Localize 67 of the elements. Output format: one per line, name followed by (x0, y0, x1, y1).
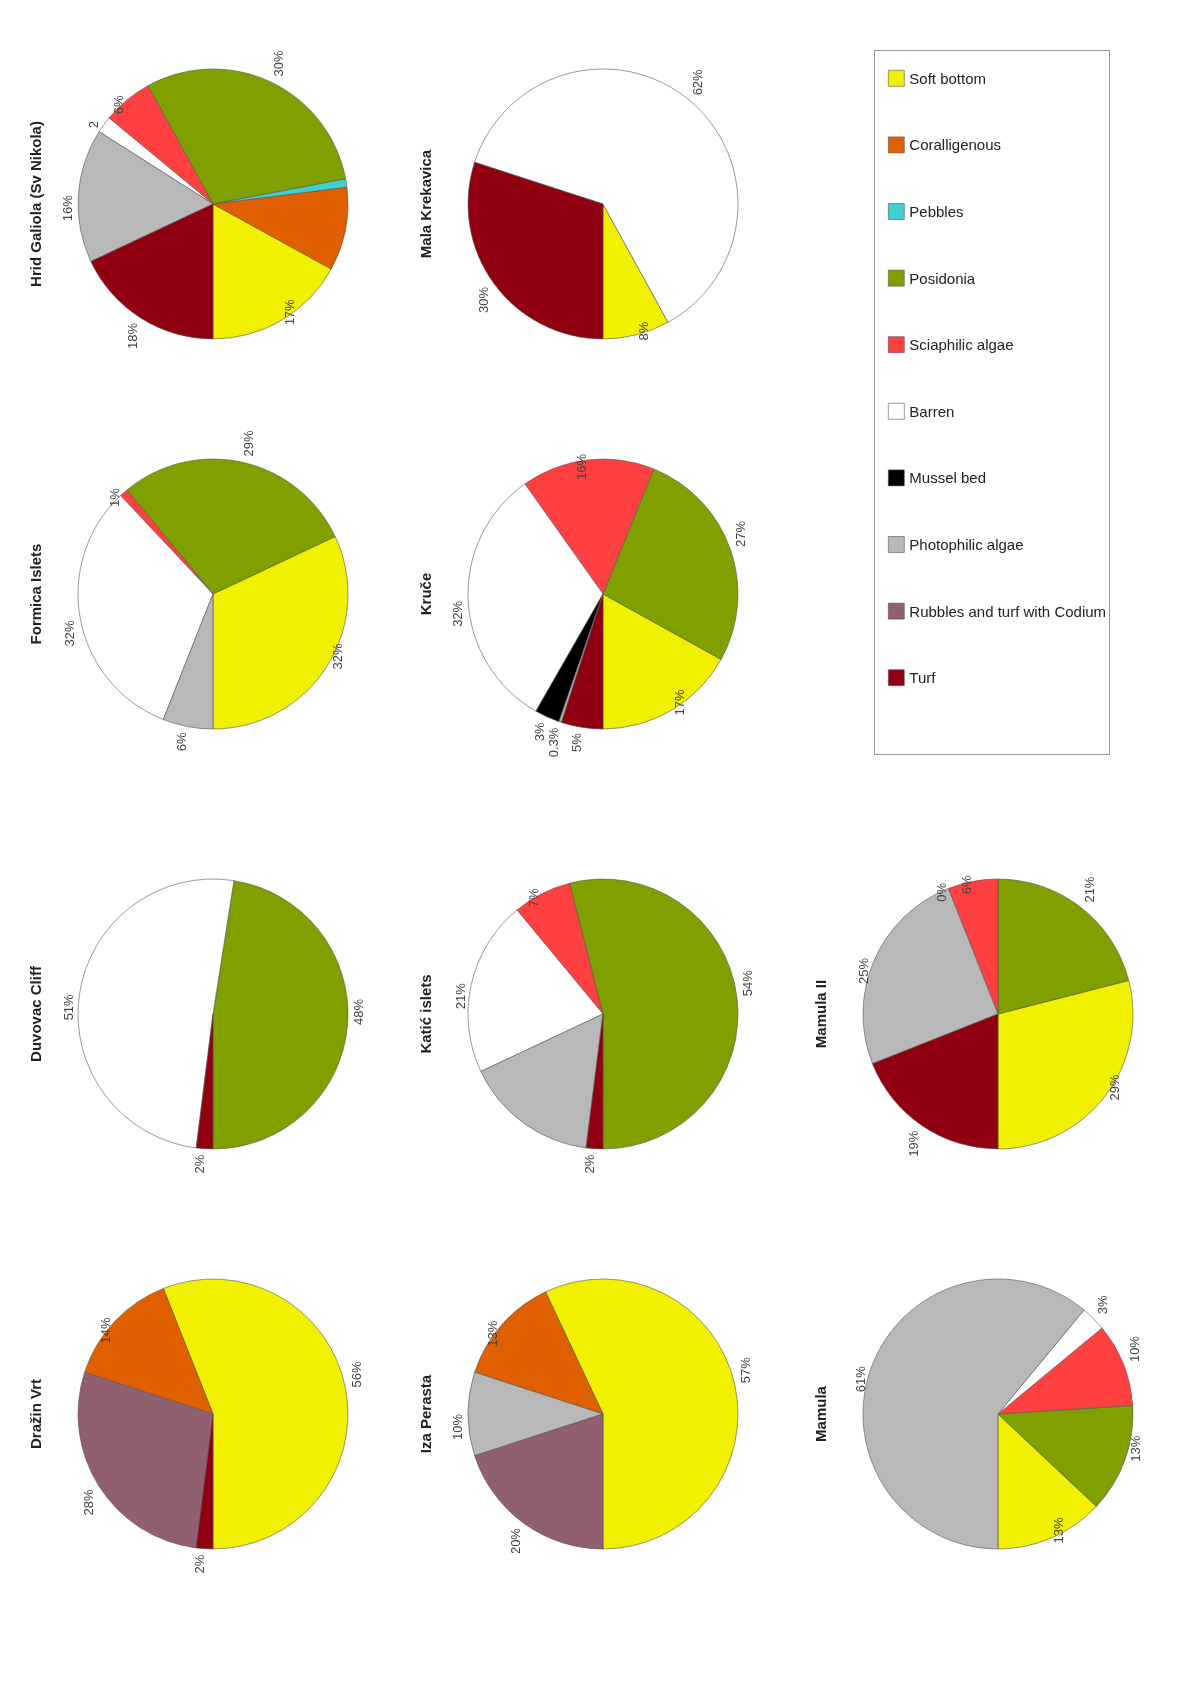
slice-label: Mamula II (811, 979, 829, 1049)
data-label: 5% (568, 732, 584, 753)
slice-label: Iza Perasta (416, 1374, 434, 1454)
data-label: 13% (1128, 1435, 1144, 1462)
data-label: 8% (635, 321, 651, 341)
data-label: 29% (241, 429, 257, 457)
data-label: 30% (270, 49, 286, 77)
legend-label: Barren (909, 402, 955, 420)
slice-label: Mala Krekavica (416, 149, 434, 259)
data-label: 1% (107, 487, 123, 508)
data-label: 48% (351, 998, 367, 1025)
data-label: 16% (574, 453, 590, 480)
slice-label: Mamula (811, 1385, 829, 1442)
data-label: 62% (690, 68, 706, 96)
data-label: 10% (449, 1413, 465, 1441)
data-label: 32% (449, 600, 465, 627)
data-label: 32% (62, 619, 77, 647)
data-label: 57% (738, 1356, 754, 1384)
data-label: 3% (532, 721, 548, 742)
data-label: 14% (97, 1317, 113, 1344)
data-label: 6% (959, 875, 975, 895)
data-label: 16% (59, 194, 75, 222)
data-label: 3% (1095, 1295, 1111, 1315)
data-label: 32% (329, 643, 345, 670)
data-label: 2% (191, 1554, 207, 1574)
data-label: 7% (526, 887, 542, 908)
data-label: 17% (672, 689, 688, 716)
data-label: 2% (581, 1154, 597, 1174)
legend-label: Mussel bed (909, 469, 987, 487)
data-label: 2% (191, 1154, 207, 1174)
data-label: 17% (282, 298, 298, 326)
data-label: 10% (1126, 1335, 1142, 1363)
data-label: 25% (856, 957, 872, 985)
slice-label: Formica Islets (26, 543, 44, 645)
slice-label: Duvovac Cliff (26, 965, 44, 1062)
legend-label: Coralligenous (909, 136, 1002, 154)
data-label: 54% (740, 969, 756, 997)
data-label: 27% (733, 520, 749, 547)
legend-label: Rubbles and turf with Codium (909, 602, 1107, 620)
legend-label: Pebbles (909, 203, 964, 220)
data-label: 56% (349, 1361, 364, 1388)
data-label: 19% (906, 1130, 922, 1157)
data-label: 6% (110, 94, 126, 115)
data-label: 18% (124, 322, 140, 350)
data-label: 13% (1051, 1516, 1067, 1544)
data-label: 13% (484, 1320, 500, 1347)
data-label: 51% (60, 993, 76, 1021)
data-label: 21% (1081, 876, 1097, 903)
legend-label: Sciaphilic algae (909, 336, 1014, 354)
slice-label: Katić islets (416, 974, 434, 1054)
slice-label: Dražin Vrt (26, 1378, 44, 1450)
slice-label: Kruče (416, 572, 434, 616)
legend-label: Posidonia (909, 269, 976, 287)
text: 0% (933, 882, 949, 902)
slice-label: Hrid Galiola (Sv Nikola) (26, 121, 44, 287)
data-label: 20% (507, 1527, 523, 1555)
data-label: 29% (1106, 1073, 1122, 1101)
data-label: 61% (852, 1365, 868, 1393)
data-label: 21% (452, 982, 468, 1010)
data-label: 30% (476, 286, 492, 313)
legend-label: Photophilic algae (909, 536, 1024, 553)
legend-label: Turf (909, 669, 937, 687)
data-label: 0.3% (545, 727, 561, 758)
data-label: 28% (81, 1489, 97, 1516)
data-label: 2 (86, 121, 102, 129)
data-label: 6% (174, 732, 190, 752)
legend-label: Soft bottom (909, 69, 987, 87)
